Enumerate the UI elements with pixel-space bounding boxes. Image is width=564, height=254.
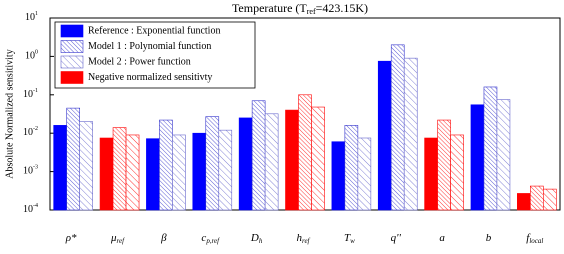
legend-swatch: [60, 55, 84, 69]
bar: [483, 86, 498, 211]
bar: [251, 100, 266, 211]
y-tick-exponent: -2: [33, 127, 38, 133]
legend-label: Model 2 : Power function: [88, 56, 191, 67]
y-tick-label: 10-3: [23, 165, 38, 177]
y-tick-label: 10-2: [23, 127, 38, 139]
bar: [403, 57, 418, 211]
bar: [172, 134, 186, 211]
bar: [437, 119, 451, 211]
bar: [344, 125, 359, 211]
bar: [517, 193, 531, 211]
x-tick-label: cp,ref: [201, 232, 220, 245]
bar: [53, 125, 67, 211]
bar: [530, 185, 544, 211]
x-tick-label: q'': [391, 232, 402, 244]
bar: [424, 137, 438, 211]
chart-title: Temperature (Tref=423.15K): [232, 1, 368, 16]
bar: [125, 134, 140, 211]
legend-label: Negative normalized sensitivty: [88, 72, 212, 83]
legend-swatch: [60, 24, 84, 38]
category-main: a: [439, 232, 445, 244]
bar: [450, 134, 464, 211]
category-sub: p,ref: [205, 237, 220, 245]
bar: [218, 129, 233, 211]
legend-label: Model 1 : Polynomial function: [88, 41, 211, 52]
category-sub: ref: [117, 237, 126, 245]
title-sub: ref: [307, 7, 316, 16]
bar: [99, 137, 114, 211]
category-sub: local: [529, 237, 543, 245]
y-tick-label: 101: [25, 11, 38, 23]
bar: [264, 113, 279, 211]
x-tick-label: Dh: [250, 232, 263, 245]
y-tick-exponent: -1: [33, 88, 38, 94]
bar: [66, 107, 80, 211]
bar: [285, 109, 299, 211]
bar: [79, 121, 93, 211]
y-tick-label: 100: [25, 50, 38, 62]
bar: [112, 127, 127, 211]
category-main: b: [486, 232, 492, 244]
y-tick-exponent: -4: [33, 203, 38, 209]
bar: [390, 44, 405, 211]
bar: [377, 60, 392, 211]
x-tick-label: μref: [110, 232, 125, 245]
x-tick-label: ρ*: [65, 232, 77, 244]
title-main: Temperature (T: [232, 1, 307, 15]
x-tick-label: href: [296, 232, 310, 245]
title-end: =423.15K): [316, 1, 368, 15]
x-tick-label: flocal: [526, 232, 543, 245]
y-tick-label: 10-4: [23, 203, 38, 215]
x-tick-label: β: [160, 232, 167, 244]
bar: [146, 138, 160, 211]
y-tick-base: 10: [23, 204, 33, 215]
legend-label: Reference : Exponential function: [88, 25, 220, 36]
category-main: β: [160, 232, 167, 244]
category-main: f: [526, 232, 531, 244]
x-tick-label: Tw: [344, 232, 355, 245]
y-tick-exponent: 0: [35, 50, 38, 56]
bar: [192, 132, 207, 211]
category-sub: w: [350, 237, 355, 245]
y-tick-base: 10: [25, 51, 35, 62]
legend-box: [54, 21, 256, 89]
category-sub: ref: [302, 237, 311, 245]
category-main: μ: [110, 232, 117, 244]
bar: [331, 141, 346, 211]
legend-swatch: [60, 71, 84, 84]
y-tick-base: 10: [23, 166, 33, 177]
bar: [311, 106, 325, 211]
category-main: c: [201, 232, 206, 244]
y-axis-label: Absolute Normalized sensitivity: [4, 49, 15, 178]
bar: [298, 94, 312, 211]
bar: [238, 117, 253, 211]
category-main: ρ*: [65, 232, 77, 244]
y-tick-base: 10: [23, 127, 33, 138]
bar: [543, 188, 557, 211]
category-sub: h: [259, 237, 263, 245]
y-tick-base: 10: [25, 12, 35, 23]
y-tick-exponent: -3: [33, 165, 38, 171]
bar: [357, 137, 372, 211]
category-main: q'': [391, 232, 402, 244]
x-tick-label: b: [486, 232, 492, 244]
y-tick-exponent: 1: [35, 11, 38, 17]
y-tick-label: 10-1: [23, 88, 38, 100]
x-tick-label: a: [439, 232, 445, 244]
category-main: h: [296, 232, 302, 244]
y-tick-base: 10: [23, 89, 33, 100]
category-main: T: [344, 232, 351, 244]
bar: [205, 116, 220, 211]
bar: [496, 99, 511, 211]
bar: [470, 104, 485, 211]
bar: [159, 119, 173, 211]
category-main: D: [250, 232, 259, 244]
legend-swatch: [60, 40, 84, 53]
